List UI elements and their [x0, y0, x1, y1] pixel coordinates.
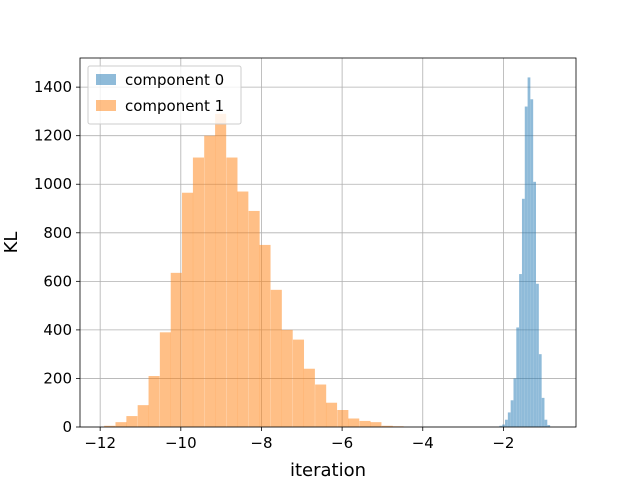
histogram-bar-component-0	[513, 378, 517, 427]
y-tick-label: 200	[43, 369, 72, 387]
histogram-bar-component-0	[544, 419, 548, 427]
x-tick-label: −6	[331, 434, 353, 452]
histogram-bar-component-0	[505, 419, 508, 427]
x-tick-label: −12	[84, 434, 116, 452]
x-tick-label: −8	[250, 434, 272, 452]
histogram-bar-component-1	[281, 329, 293, 427]
histogram-bar-component-1	[381, 425, 393, 427]
histogram-bar-component-1	[248, 210, 260, 427]
legend-swatch-component-0	[96, 74, 116, 85]
y-tick-label: 600	[43, 272, 72, 290]
x-axis-ticks: −12 −10 −8 −6 −4 −2	[84, 427, 514, 452]
histogram-bar-component-1	[104, 425, 116, 427]
histogram-bars	[104, 77, 551, 428]
histogram-bar-component-0	[533, 181, 536, 427]
histogram-bar-component-1	[226, 157, 238, 427]
histogram-bar-component-0	[536, 283, 539, 427]
legend-label-component-1: component 1	[125, 97, 224, 115]
histogram-bar-component-0	[530, 99, 534, 427]
histogram-bar-component-0	[521, 198, 525, 427]
y-tick-label: 400	[43, 321, 72, 339]
x-axis-label: iteration	[290, 460, 366, 480]
grid-lines	[80, 58, 576, 428]
histogram-bar-component-1	[292, 339, 305, 427]
x-tick-label: −2	[492, 434, 514, 452]
legend: component 0 component 1	[87, 65, 242, 125]
histogram-bar-component-1	[337, 410, 349, 427]
histogram-bar-component-1	[192, 157, 204, 427]
histogram-bar-component-1	[348, 418, 360, 427]
histogram-bar-component-0	[538, 354, 542, 427]
y-axis-ticks: 0 200 400 600 800 1000 1200 1400	[34, 78, 80, 436]
x-tick-label: −10	[165, 434, 197, 452]
histogram-bar-component-0	[502, 424, 505, 427]
y-tick-label: 1000	[34, 175, 72, 193]
y-tick-label: 1200	[34, 127, 72, 145]
histogram-bar-component-1	[137, 405, 149, 427]
histogram-bar-component-1	[370, 422, 382, 427]
legend-box	[87, 65, 242, 125]
histogram-bar-component-0	[524, 106, 528, 427]
histogram-bar-component-0	[541, 397, 545, 427]
histogram-bar-component-1	[303, 368, 315, 427]
plot-frame	[79, 57, 577, 428]
histogram-bar-component-0	[519, 274, 522, 427]
histogram-bar-component-0	[516, 327, 520, 427]
histogram-bar-component-0	[547, 425, 551, 427]
histogram-bar-component-1	[159, 332, 171, 427]
histogram-bar-component-1	[170, 272, 182, 427]
histogram-bar-component-1	[237, 191, 249, 427]
y-tick-label: 1400	[34, 78, 72, 96]
y-tick-label: 0	[62, 418, 72, 436]
histogram-bar-component-1	[115, 422, 127, 427]
histogram-bar-component-0	[527, 77, 531, 427]
legend-label-component-0: component 0	[125, 71, 224, 89]
histogram-bar-component-0	[499, 425, 503, 427]
histogram-bar-component-1	[315, 384, 327, 427]
histogram-bar-component-1	[325, 402, 338, 427]
histogram-bar-component-1	[215, 113, 227, 428]
legend-swatch-component-1	[96, 100, 116, 111]
histogram-bar-component-1	[259, 244, 271, 427]
y-axis-label: KL	[1, 232, 22, 254]
histogram-bar-component-1	[270, 289, 282, 427]
histogram-bar-component-1	[182, 192, 194, 427]
histogram-bar-component-0	[510, 400, 514, 427]
histogram-bar-component-1	[204, 135, 216, 427]
histogram-bar-component-1	[148, 376, 160, 427]
x-tick-label: −4	[412, 434, 434, 452]
y-tick-label: 800	[43, 224, 72, 242]
histogram-bar-component-1	[126, 416, 138, 427]
histogram-bar-component-1	[359, 420, 371, 427]
histogram-bar-component-0	[507, 412, 511, 427]
